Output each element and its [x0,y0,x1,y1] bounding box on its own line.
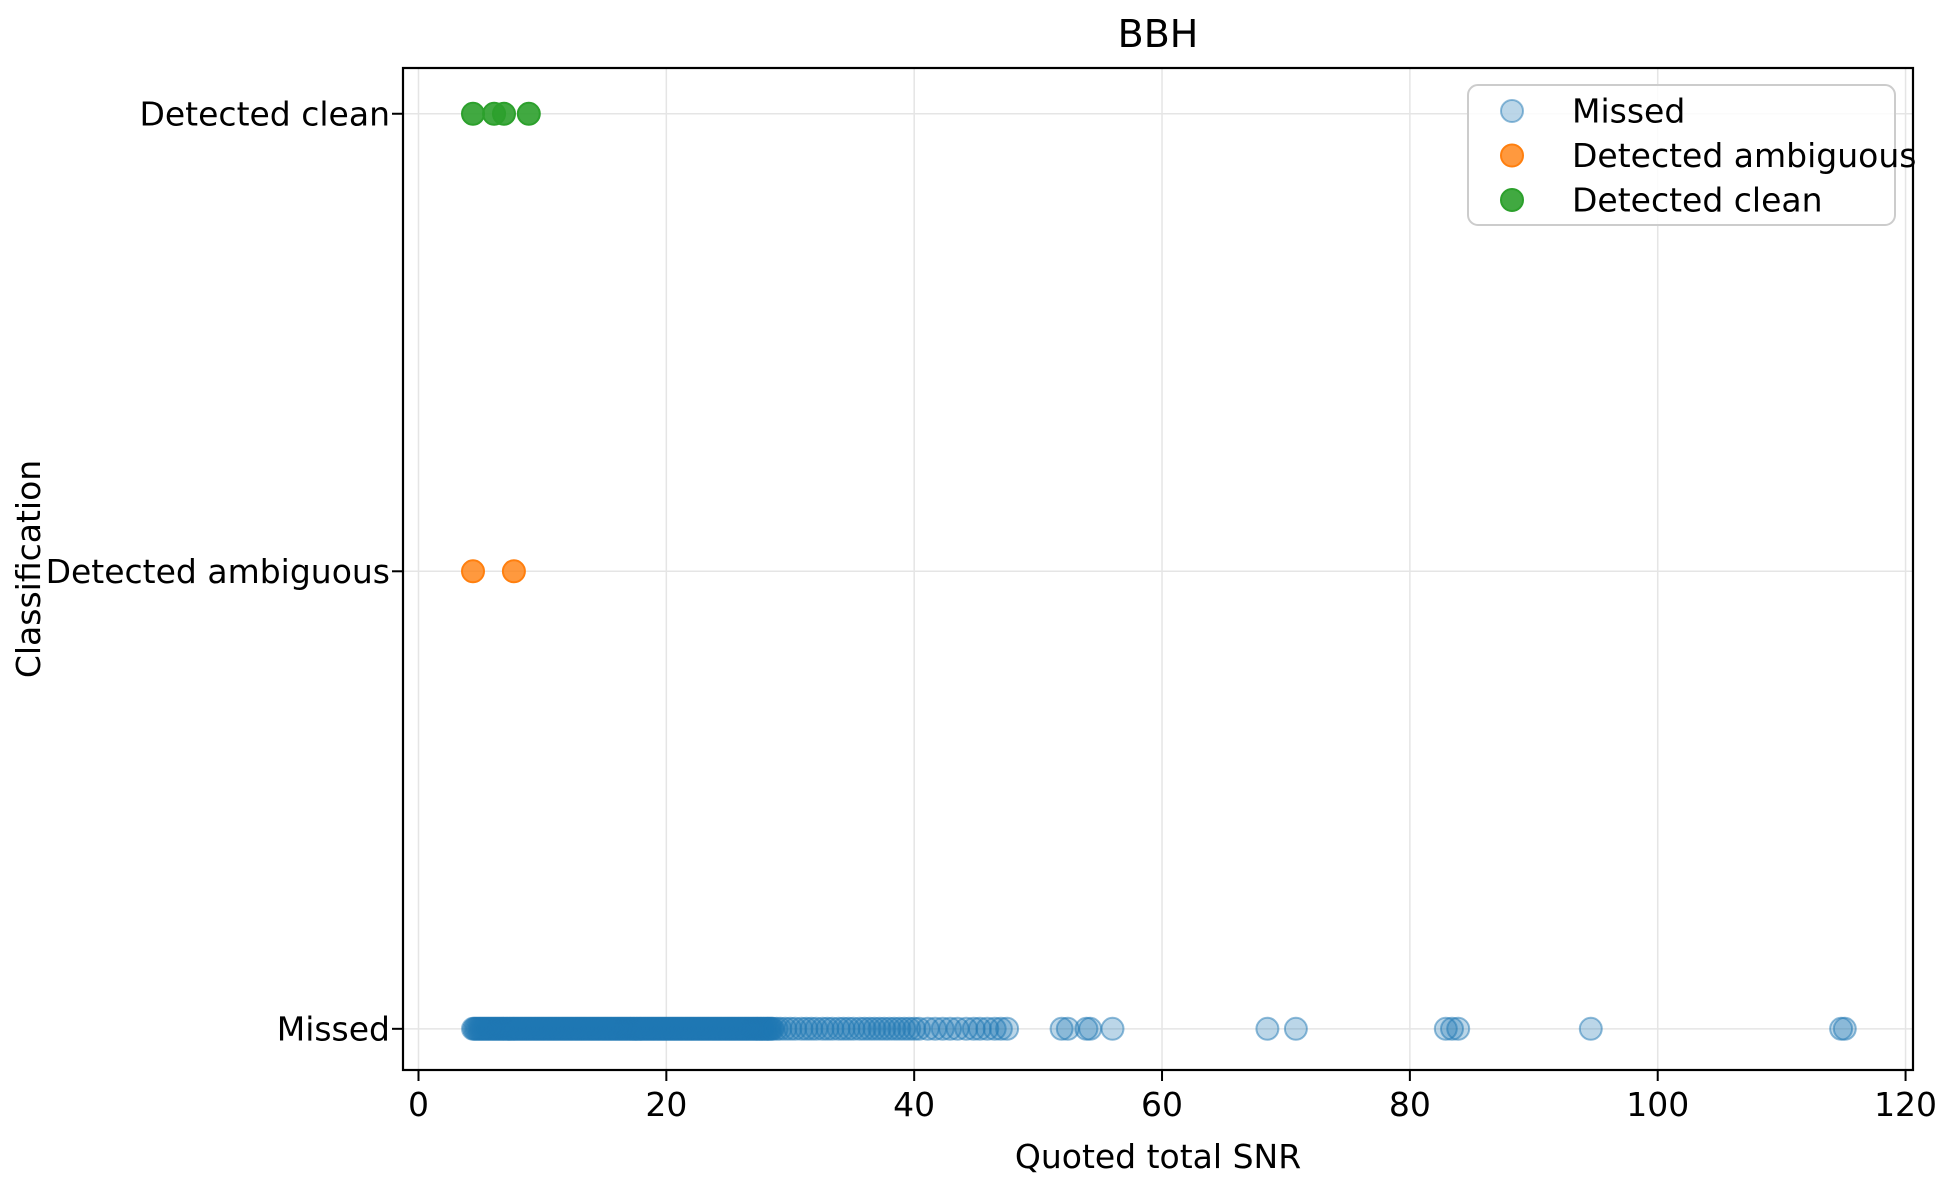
scatter-point [1433,1016,1458,1041]
axis-ticks [392,112,1907,1081]
legend: Missed Detected ambiguous Detected clean [1467,84,1916,226]
scatter-point [1283,1016,1308,1041]
y-tick-labels: Missed Detected ambiguous Detected clean [46,94,390,1048]
scatter-point [501,559,526,584]
scatter-point [982,1016,1007,1041]
legend-label: Missed [1572,92,1685,131]
scatter-point [516,101,541,126]
x-tick-label: 60 [1141,1085,1183,1124]
scatter-point [1049,1016,1074,1041]
scatter-point [1440,1016,1464,1041]
x-axis-label: Quoted total SNR [1015,1137,1301,1176]
x-tick-label: 40 [893,1085,935,1124]
scatter-point [1832,1016,1857,1041]
legend-box [1467,84,1896,226]
legend-marker-icon [1500,99,1524,123]
scatter-point [975,1016,1000,1041]
scatter-point [1446,1016,1471,1041]
scatter-point [1578,1016,1603,1041]
plot-frame [401,66,1915,1072]
y-tick-label: Missed [277,1009,390,1048]
scatter-point [1255,1016,1280,1041]
x-tick-labels: 0 20 40 60 80 100 120 [408,1085,1937,1124]
y-tick-label: Detected clean [139,94,390,133]
y-tick-label: Detected ambiguous [46,552,390,591]
chart-title: BBH [1118,12,1199,56]
scatter-point [988,1016,1013,1041]
scatter-point [1078,1016,1103,1041]
x-tick-label: 80 [1389,1085,1431,1124]
x-tick-label: 0 [408,1085,429,1124]
x-tick-label: 20 [645,1085,687,1124]
legend-label: Detected clean [1572,181,1823,220]
scatter-point [461,559,485,584]
y-axis-label: Classification [9,460,48,678]
legend-label: Detected ambiguous [1572,136,1916,175]
scatter-point [492,101,516,126]
scatter-point [1100,1016,1125,1041]
legend-marker-icon [1500,188,1524,212]
data-points [461,101,1857,1041]
legend-items: Missed Detected ambiguous Detected clean [1500,92,1916,220]
x-tick-label: 120 [1874,1085,1937,1124]
x-tick-label: 100 [1626,1085,1689,1124]
legend-marker-icon [1500,143,1524,168]
scatter-point [461,101,485,126]
scatter-point [995,1016,1020,1041]
